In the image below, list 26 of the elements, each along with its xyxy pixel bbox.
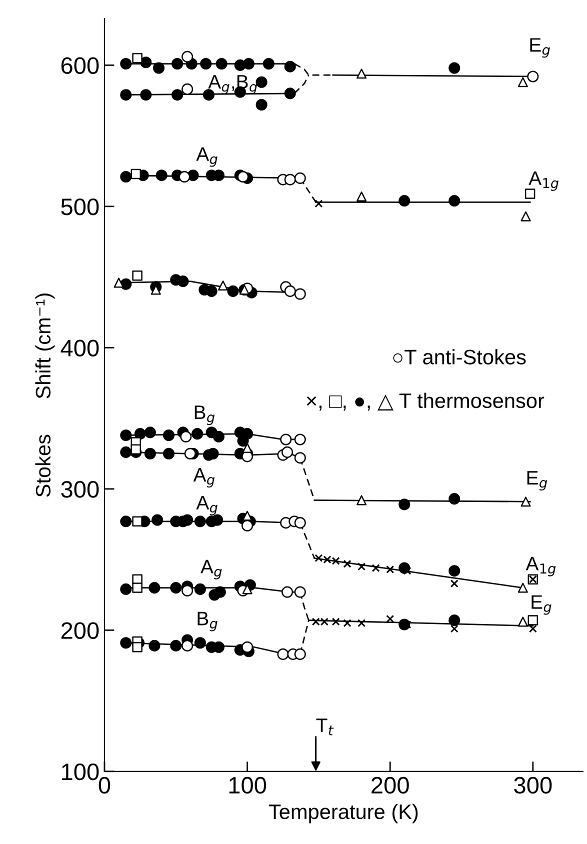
annotation: B$_{g}$	[194, 406, 215, 425]
x-tick-label: 100	[229, 776, 266, 794]
y-tick-label: 300	[61, 480, 99, 498]
annotation: A$_{g}$	[193, 468, 215, 488]
annotation: ×, □, ●, △ T thermosensor	[306, 392, 544, 411]
x-tick-label: 300	[514, 776, 552, 794]
ref-line-label: T$_{t}$	[316, 718, 334, 736]
annotation: A$_{1g}$	[528, 171, 559, 191]
y-tick-label: 500	[61, 198, 99, 216]
annotation: A$_{1g}$	[526, 556, 556, 576]
y-tick-label: 600	[61, 57, 99, 74]
x-tick-label: 200	[372, 776, 409, 794]
annotation: E$_{g}$	[532, 595, 552, 615]
annotation: A$_{g}$	[200, 560, 222, 580]
y-tick-label: 100	[62, 763, 99, 780]
annotation: E$_{g}$	[527, 471, 548, 490]
annotation: B$_{g}$	[198, 612, 218, 632]
annotation: E$_{g}$	[530, 38, 550, 58]
y-tick-label: 200	[61, 622, 99, 639]
annotation: A$_{g}$	[196, 147, 218, 167]
x-axis-title: Temperature (K)	[268, 804, 418, 824]
annotation: A$_{g}$	[196, 496, 218, 516]
y-tick-label: 400	[60, 340, 99, 356]
y-axis-title: Stokes Shift (cm⁻¹)	[35, 294, 55, 497]
annotation: ○T anti-Stokes	[393, 349, 526, 364]
x-tick-label: 0	[98, 776, 110, 794]
